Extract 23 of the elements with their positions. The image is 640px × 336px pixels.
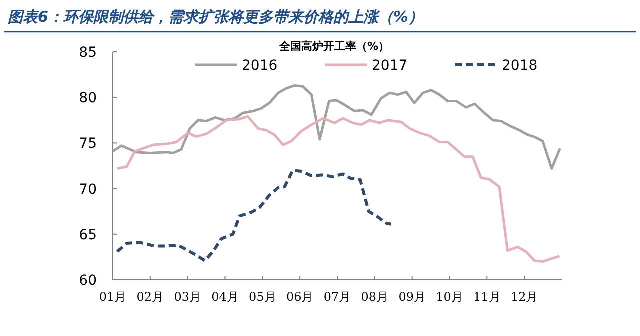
x-tick-label: 05月: [249, 290, 276, 304]
x-tick-label: 08月: [361, 290, 389, 304]
y-tick-label: 60: [79, 273, 97, 289]
x-tick-label: 12月: [510, 290, 538, 304]
x-tick-label: 02月: [136, 290, 164, 304]
legend-label: 2016: [242, 58, 278, 74]
chart-title: 图表6：环保限制供给，需求扩张将更多带来价格的上涨（%）: [8, 8, 424, 26]
chart-subtitle: 全国高炉开工率（%）: [278, 40, 390, 53]
x-tick-label: 07月: [324, 290, 352, 304]
y-tick-label: 65: [79, 227, 97, 244]
y-tick-label: 80: [79, 90, 97, 107]
x-tick-label: 04月: [212, 290, 239, 304]
x-tick-label: 09月: [398, 290, 426, 304]
x-tick-label: 01月: [99, 290, 127, 304]
legend-label: 2018: [502, 58, 538, 74]
x-tick-label: 11月: [474, 290, 501, 304]
x-tick-label: 06月: [286, 290, 314, 304]
x-tick-label: 10月: [436, 290, 464, 304]
y-tick-label: 70: [79, 182, 97, 198]
y-tick-label: 75: [79, 136, 97, 152]
legend-label: 2017: [372, 58, 408, 74]
y-tick-label: 85: [79, 45, 97, 61]
x-tick-label: 03月: [174, 290, 202, 304]
